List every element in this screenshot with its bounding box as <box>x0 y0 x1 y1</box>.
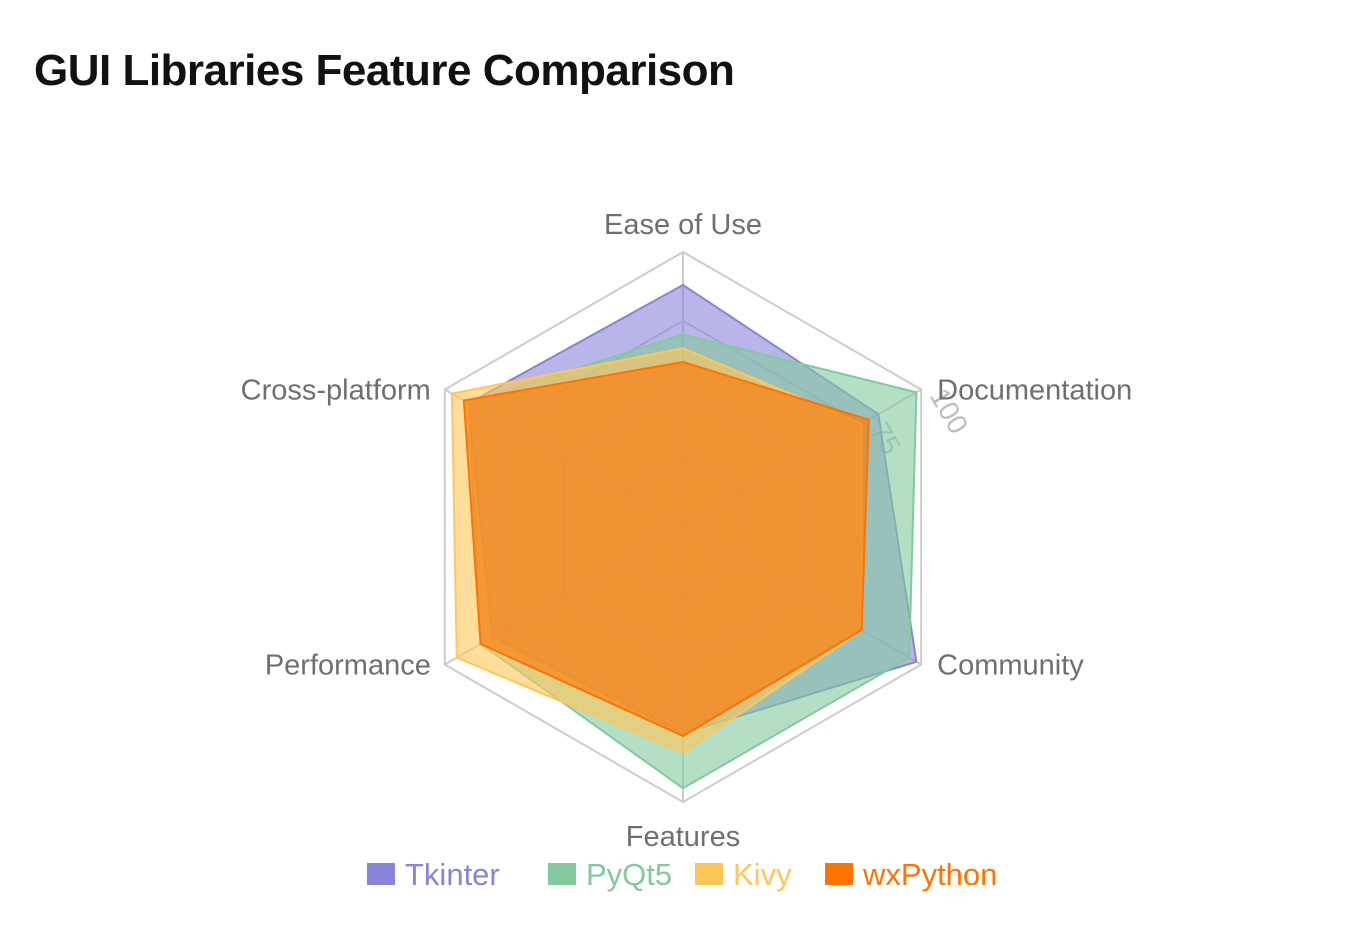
axis-label-performance: Performance <box>265 650 431 682</box>
chart-title: GUI Libraries Feature Comparison <box>34 46 735 95</box>
axis-label-documentation: Documentation <box>937 375 1132 407</box>
legend-swatch <box>695 863 723 885</box>
radar-series <box>450 284 918 790</box>
axis-label-ease-of-use: Ease of Use <box>604 209 762 241</box>
legend-swatch <box>367 863 395 885</box>
legend-swatch <box>548 863 576 885</box>
legend-label: PyQt5 <box>586 857 672 892</box>
legend-label: Tkinter <box>405 857 500 892</box>
legend-item-pyqt5[interactable]: PyQt5 <box>548 857 672 892</box>
legend-item-tkinter[interactable]: Tkinter <box>367 857 500 892</box>
legend-item-wxpython[interactable]: wxPython <box>825 857 997 892</box>
legend: Tkinter PyQt5 Kivy wxPython <box>367 857 997 892</box>
category-labels: Ease of Use Documentation Community Feature… <box>241 209 1133 853</box>
legend-swatch <box>825 863 853 885</box>
legend-label: wxPython <box>862 857 997 892</box>
axis-label-cross-platform: Cross-platform <box>241 375 431 407</box>
axis-label-community: Community <box>937 650 1084 682</box>
legend-label: Kivy <box>733 857 792 892</box>
axis-label-features: Features <box>626 821 740 853</box>
legend-item-kivy[interactable]: Kivy <box>695 857 792 892</box>
series-wxpython[interactable] <box>462 361 870 737</box>
